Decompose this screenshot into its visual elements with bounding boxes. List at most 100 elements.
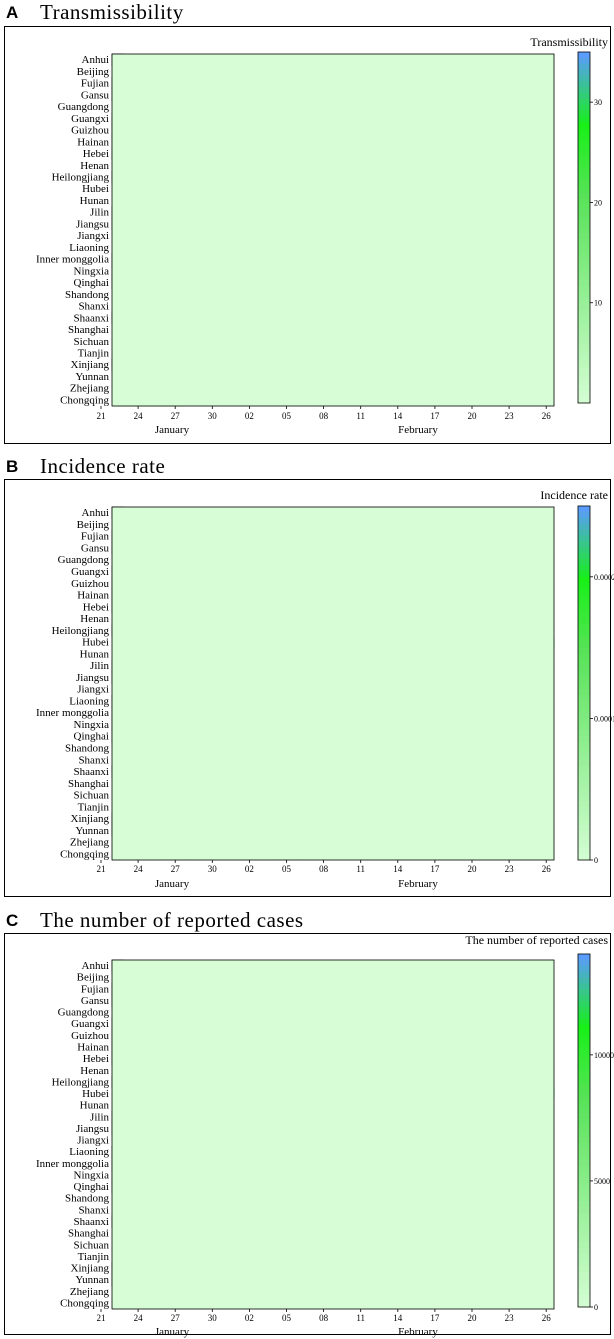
colorbar-segment — [578, 169, 590, 176]
colorbar-segment — [578, 1124, 590, 1131]
x-tick-label: 30 — [208, 1313, 218, 1323]
colorbar-segment — [578, 959, 590, 967]
month-label-february: February — [398, 424, 438, 436]
x-tick-label: 17 — [430, 1313, 440, 1323]
colorbar-segment — [578, 98, 590, 106]
colorbar-segment — [578, 995, 590, 1002]
colorbar-segment — [578, 1130, 590, 1137]
province-label: Guangxi — [71, 1018, 109, 1030]
x-tick-label: 27 — [171, 1313, 181, 1323]
province-label: Ningxia — [74, 1169, 110, 1181]
province-label: Guangdong — [58, 1007, 110, 1019]
x-tick-label: 05 — [282, 411, 292, 421]
province-label: Xinjiang — [71, 359, 110, 371]
colorbar-tick-label: 30 — [594, 98, 602, 107]
colorbar-segment — [578, 1136, 590, 1143]
colorbar-segment — [578, 87, 590, 94]
x-tick-label: 26 — [542, 1313, 552, 1323]
colorbar-segment — [578, 145, 590, 152]
colorbar-segment — [578, 1054, 590, 1061]
x-tick-label: 02 — [245, 411, 254, 421]
x-tick-label: 24 — [134, 1313, 144, 1323]
province-label: Jiangsu — [76, 1123, 110, 1135]
colorbar-tick-label: 0 — [594, 1303, 598, 1312]
province-label: Hunan — [80, 1100, 110, 1112]
colorbar-title: Transmissibility — [530, 35, 608, 49]
colorbar-segment — [578, 63, 590, 71]
colorbar-segment — [578, 1248, 590, 1255]
colorbar-segment — [578, 1165, 590, 1173]
colorbar-segment — [578, 303, 590, 310]
x-tick-label: 30 — [208, 411, 218, 421]
colorbar-frame — [577, 51, 591, 404]
province-label: Jiangxi — [77, 230, 109, 242]
colorbar-segment — [578, 163, 590, 170]
province-label: Liaoning — [69, 1146, 109, 1158]
province-label: Jiangsu — [76, 218, 110, 230]
colorbar-segment — [578, 1265, 590, 1273]
x-tick-label: 11 — [356, 1313, 365, 1323]
colorbar-segment — [578, 1171, 590, 1179]
panel-letter-a: A — [6, 3, 19, 22]
plot-area — [111, 53, 555, 407]
province-label: Gansu — [81, 995, 110, 1007]
province-label: Anhui — [82, 960, 110, 972]
x-tick-label: 11 — [356, 411, 365, 421]
colorbar-segment — [578, 356, 590, 363]
colorbar-segment — [578, 1006, 590, 1014]
colorbar-segment — [578, 971, 590, 979]
province-label: Yunnan — [75, 1274, 109, 1286]
colorbar-tick-label: 5000 — [594, 1177, 610, 1186]
x-tick-label: 08 — [319, 411, 329, 421]
colorbar-segment — [578, 1254, 590, 1261]
province-label: Jilin — [90, 207, 109, 219]
colorbar-segment — [578, 291, 590, 299]
province-label: Hubei — [82, 1088, 109, 1100]
colorbar-segment — [578, 1183, 590, 1190]
colorbar-segment — [578, 198, 590, 205]
province-label: Hainan — [77, 136, 109, 148]
month-label-january: January — [155, 424, 190, 436]
colorbar-segment — [578, 1206, 590, 1214]
colorbar-segment — [578, 57, 590, 65]
province-label: Ningxia — [74, 265, 110, 277]
x-tick-label: 23 — [505, 411, 515, 421]
month-label-january: January — [155, 1326, 190, 1338]
colorbar-segment — [578, 186, 590, 193]
colorbar-tick-label: 10000 — [594, 1051, 614, 1060]
transmissibility-heatmap: AnhuiBeijingFujianGansuGuangdongGuangxiG… — [36, 35, 608, 436]
colorbar-segment — [578, 344, 590, 351]
colorbar-segment — [578, 133, 590, 141]
province-label: Henan — [80, 160, 109, 172]
colorbar-segment — [578, 81, 590, 88]
province-label: Guangdong — [58, 101, 110, 113]
colorbar-segment — [578, 954, 590, 961]
x-tick-label: 23 — [505, 1313, 515, 1323]
province-label: Hainan — [77, 1042, 109, 1054]
colorbar-segment — [578, 204, 590, 211]
province-label: Shanghai — [68, 1228, 109, 1240]
province-label: Qinghai — [74, 1181, 109, 1193]
colorbar-segment — [578, 1118, 590, 1126]
province-label: Hebei — [83, 148, 109, 160]
colorbar-segment — [578, 1242, 590, 1249]
colorbar-segment — [578, 1059, 590, 1067]
colorbar-segment — [578, 1012, 590, 1020]
province-label: Liaoning — [69, 242, 109, 254]
colorbar-segment — [578, 274, 590, 281]
colorbar-segment — [578, 1112, 590, 1120]
province-label: Tianjin — [78, 1251, 110, 1263]
province-label: Shaanxi — [74, 1216, 109, 1228]
province-label: Chongqing — [60, 394, 109, 406]
colorbar-segment — [578, 122, 590, 129]
x-tick-label: 20 — [468, 1313, 478, 1323]
colorbar-segment — [578, 1142, 590, 1149]
panel-frame-b — [4, 479, 611, 897]
province-label: Xinjiang — [71, 1263, 110, 1275]
colorbar-tick-label: 10 — [594, 299, 602, 308]
colorbar-segment — [578, 69, 590, 76]
colorbar-segment — [578, 326, 590, 334]
colorbar-segment — [578, 1042, 590, 1049]
province-label: Inner monggolia — [36, 254, 109, 266]
